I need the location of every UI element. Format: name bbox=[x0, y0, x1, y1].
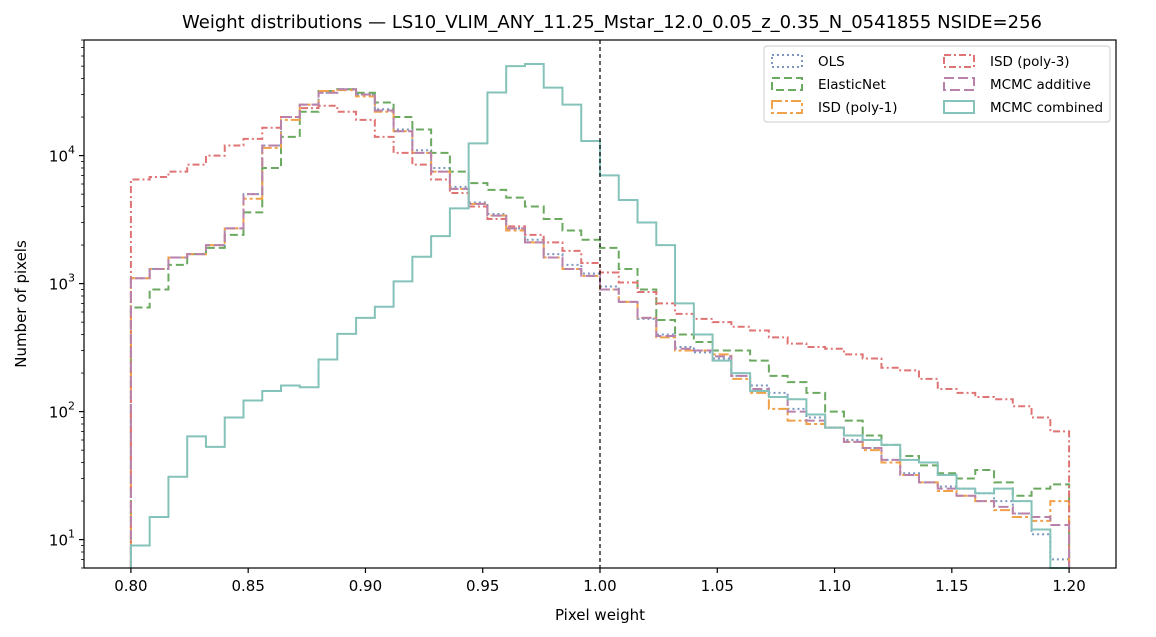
x-tick-label: 0.85 bbox=[231, 577, 264, 595]
legend-label: OLS bbox=[818, 54, 845, 70]
x-tick-label: 0.95 bbox=[466, 577, 499, 595]
legend-item: MCMC additive bbox=[943, 77, 1091, 93]
x-tick-label: 1.00 bbox=[583, 577, 616, 595]
legend-label: ISD (poly-1) bbox=[818, 100, 898, 116]
series-line-isd-poly-3 bbox=[129, 104, 1071, 568]
legend-label: MCMC additive bbox=[990, 77, 1091, 93]
legend-swatch bbox=[943, 77, 975, 91]
x-tick-label: 1.10 bbox=[818, 577, 851, 595]
legend-swatch bbox=[943, 100, 975, 114]
x-tick-label: 1.20 bbox=[1052, 577, 1085, 595]
legend-label: MCMC combined bbox=[990, 100, 1103, 116]
legend: OLS ElasticNet ISD (poly-1) ISD (poly-3) MCM… bbox=[763, 45, 1111, 123]
chart-title: Weight distributions — LS10_VLIM_ANY_11.… bbox=[182, 12, 1042, 33]
x-tick-label: 0.80 bbox=[114, 577, 147, 595]
x-tick-label: 1.15 bbox=[935, 577, 968, 595]
x-axis-label: Pixel weight bbox=[555, 606, 645, 624]
x-axis: 0.80 0.85 0.90 0.95 1.00 1.05 1.10 1.15 1.20 bbox=[114, 568, 1086, 595]
legend-swatch bbox=[771, 100, 803, 114]
y-axis-label: Number of pixels bbox=[12, 240, 30, 368]
legend-item: ElasticNet bbox=[771, 77, 886, 93]
legend-label: ElasticNet bbox=[818, 77, 886, 93]
series-line-mcmc-additive bbox=[129, 88, 1071, 568]
legend-item: ISD (poly-3) bbox=[943, 54, 1070, 70]
legend-item: ISD (poly-1) bbox=[771, 100, 898, 116]
x-tick-label: 0.90 bbox=[349, 577, 382, 595]
legend-item: MCMC combined bbox=[943, 100, 1103, 116]
x-tick-label: 1.05 bbox=[701, 577, 734, 595]
legend-label: ISD (poly-3) bbox=[990, 54, 1070, 70]
legend-item: OLS bbox=[771, 54, 845, 70]
legend-swatch bbox=[771, 54, 803, 68]
legend-swatch bbox=[943, 54, 975, 68]
legend-box bbox=[763, 45, 1111, 123]
legend-swatch bbox=[771, 77, 803, 91]
